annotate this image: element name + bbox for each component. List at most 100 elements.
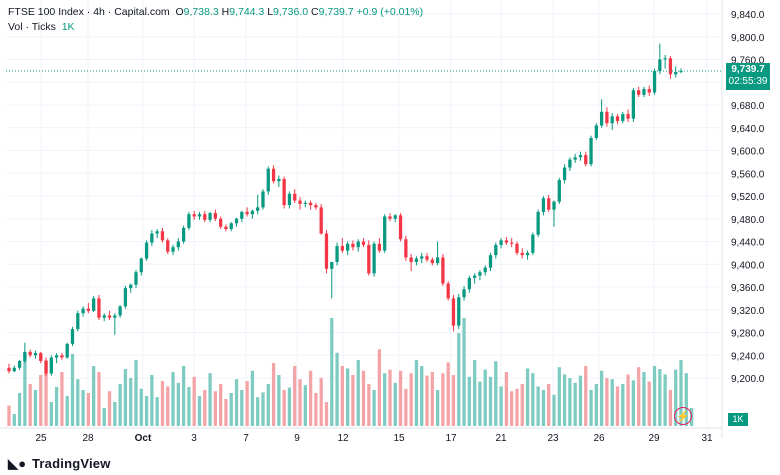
candle-body xyxy=(361,241,366,245)
volume-bar xyxy=(435,390,440,426)
volume-bar xyxy=(208,373,212,426)
candle-body xyxy=(552,201,556,210)
candle-body xyxy=(499,240,503,245)
volume-bar xyxy=(425,375,429,426)
volume-label[interactable]: Vol · Ticks xyxy=(8,21,56,33)
volume-tag: 1K xyxy=(728,413,748,426)
volume-bar xyxy=(76,379,80,426)
volume-bar xyxy=(39,375,43,426)
candle-body xyxy=(637,90,641,95)
volume-bar xyxy=(372,390,376,426)
volume-bar xyxy=(430,372,434,426)
candle-body xyxy=(144,242,149,259)
price-axis-label: 9,680.0 xyxy=(731,101,765,112)
candle-body xyxy=(271,168,276,182)
candle-body xyxy=(113,315,117,318)
tradingview-logo[interactable]: ◣● TradingView xyxy=(8,456,111,472)
volume-bar xyxy=(578,375,583,426)
volume-bar xyxy=(584,366,588,426)
candle-body xyxy=(578,155,583,158)
candle-body xyxy=(224,226,228,229)
volume-bar xyxy=(351,375,355,426)
volume-bar xyxy=(330,318,334,426)
volume-bar xyxy=(49,402,53,426)
volume-bar xyxy=(441,373,445,426)
volume-bar xyxy=(494,361,498,426)
volume-bar xyxy=(589,390,593,426)
price-axis-label: 9,520.0 xyxy=(731,192,765,203)
volume-bar xyxy=(287,387,292,426)
volume-bar xyxy=(155,397,159,426)
candle-body xyxy=(181,227,186,242)
price-axis-label: 9,320.0 xyxy=(731,306,765,317)
volume-bar xyxy=(446,362,450,426)
chart-legend: FTSE 100 Index · 4h · Capital.com O9,738… xyxy=(8,5,423,35)
candle-body xyxy=(129,284,133,289)
volume-bar xyxy=(192,376,196,426)
candle-body xyxy=(23,351,27,361)
candle-body xyxy=(510,242,514,244)
candle-body xyxy=(621,114,625,121)
tradingview-logo-icon: ◣● xyxy=(8,456,27,471)
volume-bar xyxy=(129,378,133,426)
candle-body xyxy=(414,258,419,262)
candle-body xyxy=(457,297,461,326)
volume-bar xyxy=(219,384,223,426)
candle-body xyxy=(54,355,59,358)
time-axis-label: 12 xyxy=(337,433,349,444)
candle-body xyxy=(446,283,450,299)
candle-body xyxy=(494,244,498,256)
price-axis-label: 9,200.0 xyxy=(731,374,765,385)
volume-bar xyxy=(54,387,59,426)
volume-bar xyxy=(118,384,122,426)
candle-body xyxy=(515,243,519,253)
candle-body xyxy=(92,298,96,311)
candle-body xyxy=(65,343,69,358)
candle-body xyxy=(261,191,265,208)
candle-body xyxy=(187,214,191,228)
candle-body xyxy=(150,233,154,243)
volume-bar xyxy=(557,367,561,426)
volume-bar xyxy=(314,393,318,426)
volume-bar xyxy=(525,368,530,426)
volume-bar xyxy=(298,379,302,426)
candle-body xyxy=(541,198,546,212)
candle-body xyxy=(594,125,598,138)
candle-body xyxy=(420,256,424,259)
candle-body xyxy=(356,241,360,248)
lightning-icon[interactable]: ⚡ xyxy=(674,407,692,425)
candle-body xyxy=(213,213,218,219)
candle-body xyxy=(39,352,43,361)
volume-bar xyxy=(102,408,106,426)
candle-body xyxy=(282,178,286,206)
volume-bar xyxy=(92,366,96,426)
candle-body xyxy=(568,159,572,168)
candle-body xyxy=(134,272,138,285)
volume-bar xyxy=(478,381,482,426)
candle-body xyxy=(589,137,593,165)
candle-body xyxy=(324,233,329,269)
volume-bar xyxy=(531,373,535,426)
volume-bar xyxy=(615,386,620,426)
time-axis-label: 28 xyxy=(82,433,94,444)
volume-bar xyxy=(308,370,313,426)
time-axis-label: 15 xyxy=(393,433,405,444)
volume-bar xyxy=(472,360,477,426)
open-key: O xyxy=(175,6,184,18)
symbol-header[interactable]: FTSE 100 Index · 4h · Capital.com xyxy=(8,6,170,18)
volume-bar xyxy=(398,370,403,426)
volume-bar xyxy=(144,396,149,426)
candle-body xyxy=(504,240,509,243)
volume-bar xyxy=(187,387,191,426)
volume-bar xyxy=(552,394,556,426)
candle-body xyxy=(97,298,101,318)
candle-body xyxy=(86,308,91,311)
price-axis-label: 9,280.0 xyxy=(731,329,765,340)
candle-body xyxy=(171,247,175,252)
volume-legend: Vol · Ticks 1K xyxy=(8,20,423,35)
volume-bar xyxy=(97,372,101,426)
candle-body xyxy=(674,72,678,75)
candle-body xyxy=(70,329,75,344)
